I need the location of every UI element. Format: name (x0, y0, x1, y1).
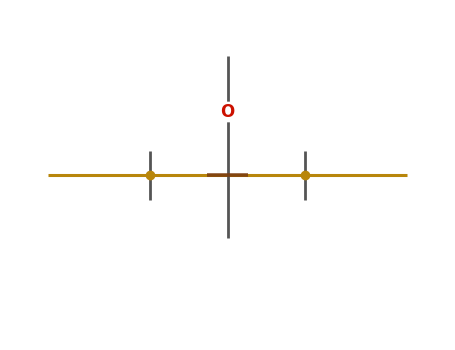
Text: O: O (220, 103, 235, 121)
